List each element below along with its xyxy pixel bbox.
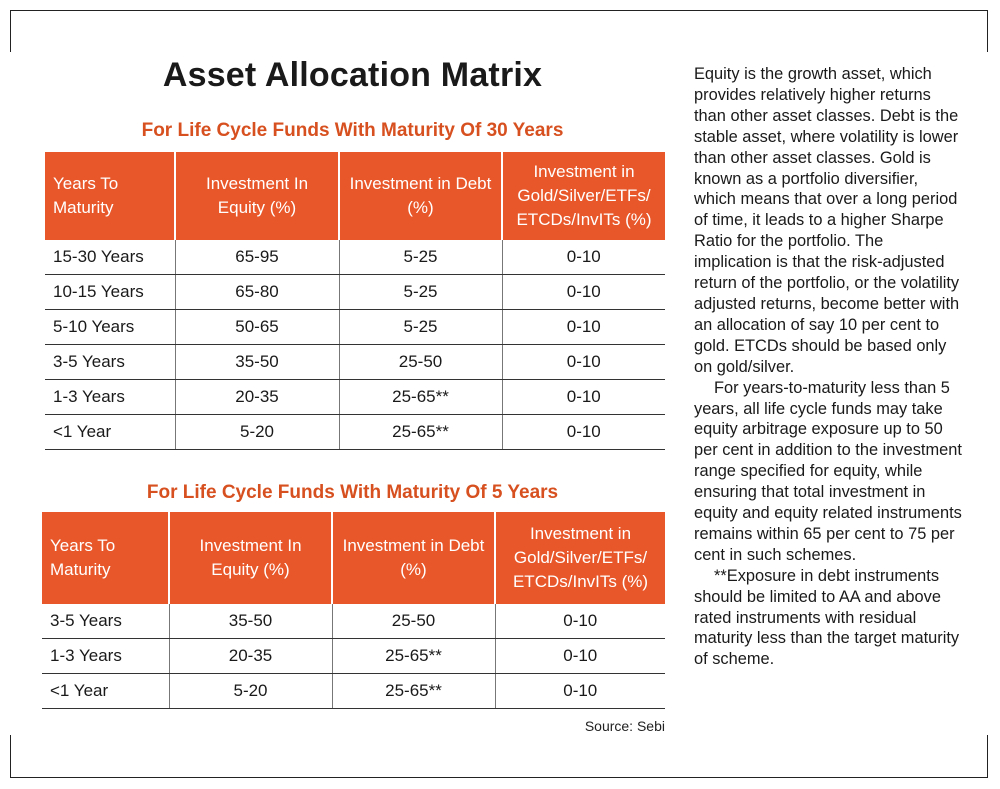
cell-debt: 25-65** [332,673,496,709]
table-row: 10-15 Years 65-80 5-25 0-10 [45,274,665,310]
table1-title: For Life Cycle Funds With Maturity Of 30… [141,120,564,141]
table-row: 1-3 Years 20-35 25-65** 0-10 [45,379,665,415]
cell-years: 3-5 Years [45,344,176,380]
cell-debt: 25-50 [332,604,496,639]
frame-corner-top-left [10,10,11,52]
cell-years: 1-3 Years [42,638,170,674]
frame-bottom-rule [10,777,988,778]
column-header-years: Years To Maturity [42,512,170,604]
cell-gold: 0-10 [502,344,665,380]
source-credit: Source: Sebi [584,718,665,734]
cell-equity: 65-80 [175,274,340,310]
table-header-row: Years To Maturity Investment In Equity (… [42,512,665,604]
cell-years: 1-3 Years [45,379,176,415]
frame-top-rule [10,10,988,11]
explanatory-text: Equity is the growth asset, which provid… [694,64,964,670]
table-row: 3-5 Years 35-50 25-50 0-10 [42,604,665,639]
cell-gold: 0-10 [495,673,665,709]
cell-years: <1 Year [45,414,176,450]
table-row: 15-30 Years 65-95 5-25 0-10 [45,240,665,275]
cell-gold: 0-10 [502,414,665,450]
cell-years: 10-15 Years [45,274,176,310]
cell-years: 3-5 Years [42,604,170,639]
cell-equity: 65-95 [175,240,340,275]
column-header-years: Years To Maturity [45,152,176,240]
cell-gold: 0-10 [502,379,665,415]
cell-equity: 5-20 [175,414,340,450]
cell-gold: 0-10 [502,309,665,345]
cell-debt: 5-25 [339,240,503,275]
cell-debt: 5-25 [339,274,503,310]
frame-corner-bottom-left [10,735,11,777]
cell-equity: 20-35 [175,379,340,415]
cell-gold: 0-10 [502,240,665,275]
cell-debt: 25-65** [339,414,503,450]
cell-gold: 0-10 [495,638,665,674]
table-row: 3-5 Years 35-50 25-50 0-10 [45,344,665,380]
cell-equity: 50-65 [175,309,340,345]
cell-equity: 35-50 [169,604,333,639]
cell-years: 15-30 Years [45,240,176,275]
table-row: <1 Year 5-20 25-65** 0-10 [42,673,665,709]
cell-gold: 0-10 [495,604,665,639]
table-row: 5-10 Years 50-65 5-25 0-10 [45,309,665,345]
table-row: 1-3 Years 20-35 25-65** 0-10 [42,638,665,674]
paragraph-debt-exposure: **Exposure in debt instruments should be… [694,566,960,669]
paragraph-equity: Equity is the growth asset, which provid… [694,65,960,376]
cell-debt: 25-65** [339,379,503,415]
table-row: <1 Year 5-20 25-65** 0-10 [45,414,665,450]
column-header-debt: Investment in Debt (%) [339,152,503,240]
cell-years: <1 Year [42,673,170,709]
column-header-equity: Investment In Equity (%) [169,512,333,604]
table2-title: For Life Cycle Funds With Maturity Of 5 … [146,482,559,503]
cell-equity: 20-35 [169,638,333,674]
frame-corner-top-right [987,10,988,52]
cell-equity: 5-20 [169,673,333,709]
column-header-gold: Investment in Gold/Silver/ETFs/ ETCDs/In… [495,512,665,604]
page-title: Asset Allocation Matrix [162,56,543,94]
table-5-years: Years To Maturity Investment In Equity (… [42,512,665,709]
column-header-equity: Investment In Equity (%) [175,152,340,240]
cell-debt: 5-25 [339,309,503,345]
cell-debt: 25-65** [332,638,496,674]
cell-equity: 35-50 [175,344,340,380]
cell-years: 5-10 Years [45,309,176,345]
column-header-gold: Investment in Gold/Silver/ETFs/ ETCDs/In… [502,152,665,240]
paragraph-arbitrage: For years-to-maturity less than 5 years,… [694,378,962,564]
table-30-years: Years To Maturity Investment In Equity (… [45,152,665,450]
cell-debt: 25-50 [339,344,503,380]
cell-gold: 0-10 [502,274,665,310]
column-header-debt: Investment in Debt (%) [332,512,496,604]
frame-corner-bottom-right [987,735,988,777]
table-header-row: Years To Maturity Investment In Equity (… [45,152,665,240]
